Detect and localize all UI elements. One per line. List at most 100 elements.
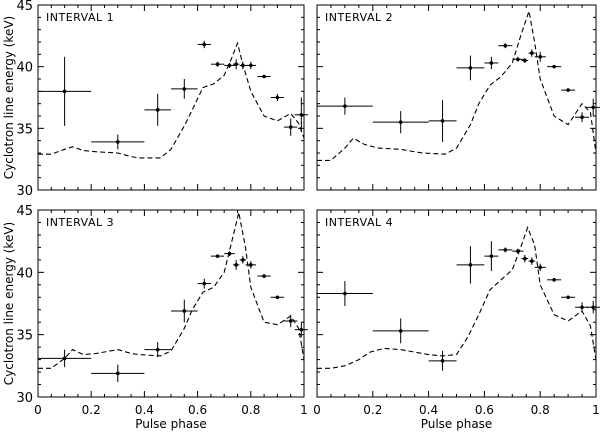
data-point xyxy=(547,64,562,69)
panel-4: 0 0.2 0.4 0.6 0.8 1 Pulse phase INTERVAL 4 xyxy=(313,209,600,431)
panel-title: INTERVAL 2 xyxy=(325,11,393,24)
point-marker xyxy=(234,62,238,66)
point-marker xyxy=(530,259,534,263)
data-point xyxy=(294,97,308,133)
x-tick-label: 0.4 xyxy=(419,403,438,417)
data-point xyxy=(224,251,235,257)
y-tick-label: 35 xyxy=(16,329,33,344)
point-marker xyxy=(241,63,245,68)
data-point xyxy=(512,56,524,62)
panel-2: INTERVAL 2 xyxy=(316,4,600,191)
point-marker xyxy=(155,347,160,352)
x-tick-label: 0 xyxy=(34,403,42,417)
point-marker xyxy=(538,265,542,270)
pulse-profile-curve xyxy=(38,41,305,159)
data-point xyxy=(232,259,240,270)
plot-frame xyxy=(37,4,305,191)
point-marker xyxy=(552,278,556,282)
data-point xyxy=(294,322,308,338)
data-point xyxy=(38,349,92,368)
data-point xyxy=(498,43,513,49)
data-point xyxy=(547,278,562,282)
data-point xyxy=(456,55,485,81)
plot-frame xyxy=(316,209,597,398)
point-marker xyxy=(523,256,527,261)
data-point xyxy=(171,79,198,99)
data-point xyxy=(257,74,271,79)
point-marker xyxy=(398,120,403,124)
data-point xyxy=(586,301,600,314)
data-point xyxy=(270,295,285,300)
point-marker xyxy=(241,258,245,262)
point-marker xyxy=(580,115,584,120)
data-point xyxy=(317,281,373,306)
x-tick-label: 1 xyxy=(300,403,308,417)
point-marker xyxy=(440,359,445,363)
plot-frame xyxy=(316,4,597,191)
point-marker xyxy=(591,105,596,110)
y-tick-label: 45 xyxy=(16,204,33,219)
data-point xyxy=(239,61,247,70)
data-point xyxy=(144,342,171,358)
pulse-profile-curve xyxy=(317,225,597,369)
point-marker xyxy=(116,140,120,144)
point-marker xyxy=(275,95,280,100)
data-point xyxy=(257,274,271,278)
point-marker xyxy=(523,58,527,63)
data-point xyxy=(528,49,536,57)
data-point xyxy=(171,299,198,323)
x-tick-label: 0 xyxy=(313,403,321,417)
point-marker xyxy=(503,43,508,48)
data-point xyxy=(270,93,285,102)
data-point xyxy=(239,256,247,264)
data-point xyxy=(91,364,145,383)
pulse-profile-curve xyxy=(317,11,597,161)
data-point xyxy=(317,97,373,115)
point-marker xyxy=(202,281,207,286)
data-point xyxy=(512,248,524,254)
point-marker xyxy=(516,57,520,62)
point-marker xyxy=(249,263,253,267)
point-marker xyxy=(489,61,494,65)
point-marker xyxy=(262,274,266,278)
panel-title: INTERVAL 3 xyxy=(46,216,114,229)
point-marker xyxy=(489,254,494,258)
point-marker xyxy=(440,119,445,123)
y-tick-label: 40 xyxy=(16,266,33,281)
point-marker xyxy=(516,249,520,253)
y-tick-label: 30 xyxy=(16,391,33,406)
point-marker xyxy=(288,125,293,129)
data-point xyxy=(210,61,225,67)
data-point xyxy=(232,59,240,70)
point-marker xyxy=(552,64,556,69)
data-point xyxy=(534,263,546,272)
point-marker xyxy=(468,263,473,267)
point-marker xyxy=(566,295,570,300)
x-tick-label: 0.8 xyxy=(531,403,550,417)
x-axis-label: Pulse phase xyxy=(421,417,493,431)
y-axis-label: Cyclotron line energy (keV) xyxy=(2,16,16,179)
data-point xyxy=(521,254,529,263)
data-point xyxy=(561,88,576,92)
point-marker xyxy=(538,55,542,59)
point-marker xyxy=(503,248,508,252)
point-marker xyxy=(566,88,570,92)
data-point xyxy=(372,111,429,134)
point-marker xyxy=(398,329,403,333)
y-tick-label: 35 xyxy=(16,122,33,137)
point-marker xyxy=(215,62,220,66)
point-marker xyxy=(234,263,238,267)
data-point xyxy=(284,118,298,136)
data-point xyxy=(586,98,600,116)
point-marker xyxy=(275,295,280,300)
data-point xyxy=(561,295,576,300)
data-point xyxy=(210,254,225,258)
x-tick-label: 0.8 xyxy=(241,403,260,417)
data-point xyxy=(484,241,499,272)
point-marker xyxy=(202,42,207,47)
y-axis-label: Cyclotron line energy (keV) xyxy=(2,222,16,385)
data-point xyxy=(528,257,536,265)
data-point xyxy=(575,112,590,123)
point-marker xyxy=(288,319,293,323)
